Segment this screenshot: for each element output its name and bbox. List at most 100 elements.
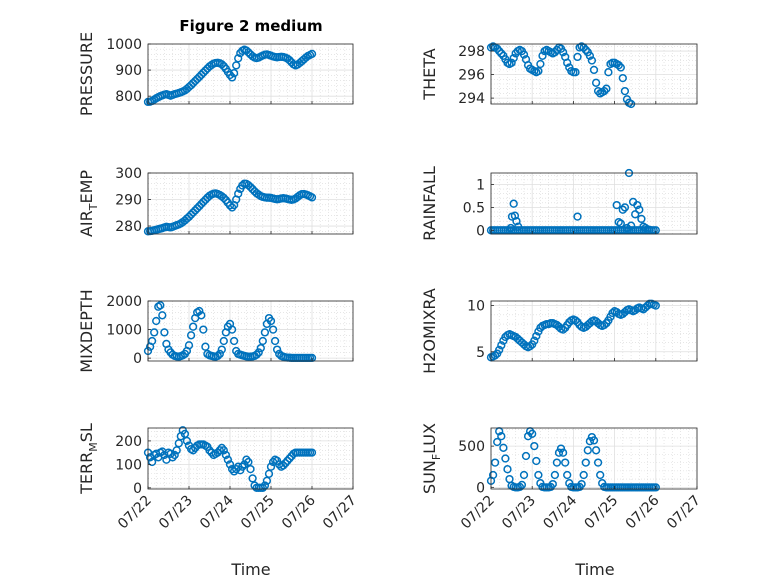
data-point	[160, 328, 169, 337]
data-point	[561, 458, 570, 467]
data-point	[563, 58, 572, 67]
data-point	[270, 336, 280, 346]
data-point	[229, 336, 239, 346]
data-point	[532, 331, 541, 341]
data-point	[188, 322, 198, 331]
y-tick-label: 296	[458, 68, 485, 84]
y-tick-label: 290	[115, 193, 142, 209]
data-point	[217, 60, 226, 69]
data-point	[552, 458, 562, 467]
data-point	[307, 448, 317, 457]
data-point	[256, 343, 265, 353]
data-point	[573, 52, 582, 62]
data-point	[279, 461, 288, 470]
data-point	[152, 316, 161, 326]
data-point	[248, 474, 257, 483]
y-tick-label: 5	[476, 345, 485, 361]
data-point	[618, 205, 627, 214]
data-point	[645, 225, 654, 235]
data-point	[509, 199, 518, 208]
data-point	[193, 204, 202, 213]
subplot-h2omixra: 5 10 H2OMIXRA	[420, 288, 698, 374]
data-point	[197, 311, 206, 320]
series-markers	[486, 427, 660, 492]
data-point	[633, 200, 642, 210]
y-axis-label: TERRMSL	[77, 423, 100, 495]
data-point	[186, 81, 196, 90]
data-point	[530, 441, 539, 451]
data-point	[258, 483, 267, 492]
y-axis-label-subscript: F	[430, 454, 443, 460]
data-point	[213, 351, 222, 361]
data-point	[600, 86, 609, 96]
data-point	[488, 470, 498, 480]
series-markers	[486, 42, 636, 109]
data-point	[156, 301, 165, 310]
y-axis-label-main: MIXDEPTH	[77, 289, 96, 372]
data-point	[191, 76, 200, 86]
data-point	[631, 210, 640, 219]
data-point	[558, 48, 568, 57]
data-point	[145, 453, 155, 462]
data-point	[147, 336, 157, 346]
subplot-pressure: 800 900 1000 PRESSURE	[77, 32, 354, 116]
series-markers	[143, 45, 317, 107]
y-tick-label: 1	[476, 177, 485, 193]
y-tick-label: 0.5	[463, 200, 485, 216]
data-point	[262, 476, 272, 485]
data-point	[184, 341, 194, 350]
data-point	[495, 46, 504, 56]
data-point	[254, 348, 263, 357]
y-tick-label: 900	[115, 63, 142, 79]
data-point	[285, 454, 294, 463]
data-point	[577, 479, 586, 489]
data-point	[227, 325, 237, 334]
data-point	[585, 51, 595, 60]
data-point	[272, 345, 282, 354]
data-point	[532, 456, 541, 466]
data-point	[616, 219, 625, 228]
data-point	[563, 470, 572, 480]
data-point	[585, 437, 595, 446]
y-tick-label: 280	[115, 219, 142, 235]
data-point	[571, 316, 580, 325]
y-axis-label: RAINFALL	[420, 166, 439, 241]
data-point	[260, 328, 270, 337]
y-axis-label: H2OMIXRA	[420, 288, 439, 374]
x-axis-label-left: Time	[230, 560, 270, 579]
axes-box	[490, 427, 698, 490]
data-point	[497, 49, 506, 58]
data-point	[581, 458, 590, 467]
data-point	[229, 69, 239, 78]
data-point	[266, 462, 276, 471]
data-point	[158, 311, 167, 320]
data-point	[515, 482, 524, 492]
axes-box	[490, 300, 698, 362]
data-point	[150, 328, 159, 337]
data-point	[602, 84, 611, 93]
data-point	[558, 448, 568, 457]
data-point	[246, 182, 255, 192]
data-point	[199, 197, 208, 207]
data-point	[283, 456, 292, 465]
data-point	[219, 336, 228, 346]
data-point	[497, 341, 506, 350]
axes-box	[147, 172, 354, 235]
data-point	[182, 436, 192, 446]
data-point	[186, 210, 196, 219]
data-point	[172, 446, 181, 455]
axes-box	[490, 43, 698, 105]
data-point	[554, 448, 564, 457]
data-point	[244, 457, 253, 467]
data-point	[556, 444, 566, 453]
y-tick-label: 200	[115, 434, 142, 450]
data-point	[205, 446, 214, 455]
plot-area	[491, 301, 697, 361]
y-axis-label-rest: EMP	[77, 170, 96, 204]
data-point	[596, 470, 605, 480]
y-tick-label: 0	[133, 481, 142, 497]
y-tick-label: 800	[115, 89, 142, 105]
data-point	[651, 483, 660, 492]
data-point	[268, 325, 278, 334]
y-axis-label: PRESSURE	[77, 32, 96, 116]
